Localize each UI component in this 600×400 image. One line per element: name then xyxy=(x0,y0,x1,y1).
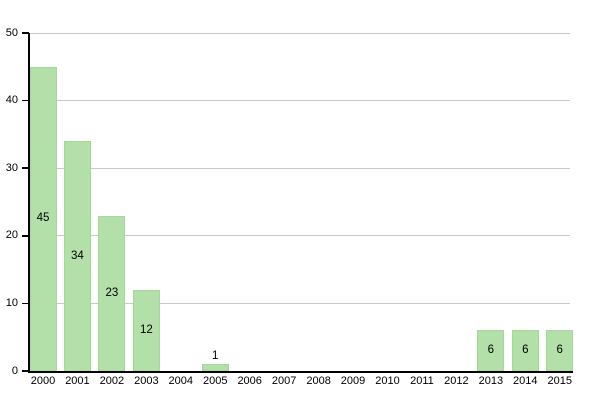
y-axis-label-40: 40 xyxy=(5,94,18,107)
bar-value-label-2001: 34 xyxy=(71,249,84,262)
bar-value-label-2002: 23 xyxy=(105,286,119,299)
gridline-y-50 xyxy=(28,32,570,34)
x-axis-label-2014: 2014 xyxy=(513,375,538,387)
x-axis-label-2005: 2005 xyxy=(203,375,228,387)
y-axis-label-50: 50 xyxy=(5,26,18,39)
bar-value-label-2003: 12 xyxy=(139,323,153,336)
x-axis-line xyxy=(27,370,573,373)
bar-value-label-2014: 6 xyxy=(522,344,529,357)
bar-2001 xyxy=(63,141,91,371)
x-axis-label-2011: 2011 xyxy=(410,375,434,387)
y-axis-tick-50 xyxy=(22,32,29,34)
bar-value-label-2000: 45 xyxy=(36,212,50,225)
x-axis-label-2006: 2006 xyxy=(237,375,262,387)
bar-2003 xyxy=(132,289,160,371)
gridline-y-20 xyxy=(28,235,570,237)
x-axis-label-2003: 2003 xyxy=(134,375,159,387)
y-axis-label-20: 20 xyxy=(5,229,18,242)
bar-2002 xyxy=(98,215,126,371)
y-axis-label-30: 30 xyxy=(5,161,18,174)
bar-value-label-2015: 6 xyxy=(556,344,563,357)
bar-2015 xyxy=(546,330,574,371)
y-axis-tick-30 xyxy=(22,167,29,169)
bar-2013 xyxy=(477,330,505,371)
bar-value-label-2013: 6 xyxy=(487,344,495,357)
x-axis-label-2000: 2000 xyxy=(30,375,56,387)
x-axis-label-2008: 2008 xyxy=(306,375,331,387)
x-axis-label-2015: 2015 xyxy=(547,375,572,387)
bar-2000 xyxy=(29,66,57,371)
y-axis-tick-10 xyxy=(22,302,29,305)
x-axis-label-2013: 2013 xyxy=(478,375,504,387)
gridline-y-10 xyxy=(28,302,570,304)
bar-2014 xyxy=(511,330,539,371)
x-axis-label-2009: 2009 xyxy=(340,375,366,387)
y-axis-label-0: 0 xyxy=(11,364,18,377)
bar-2005 xyxy=(201,364,229,371)
x-axis-label-2004: 2004 xyxy=(168,375,194,387)
y-axis-tick-40 xyxy=(22,99,29,102)
y-axis-tick-0 xyxy=(22,370,29,372)
gridline-y-40 xyxy=(28,100,570,102)
x-axis-label-2012: 2012 xyxy=(444,375,469,387)
x-axis-label-2001: 2001 xyxy=(65,375,90,387)
y-axis-label-10: 10 xyxy=(5,296,18,309)
x-axis-label-2002: 2002 xyxy=(99,375,125,387)
gridline-y-30 xyxy=(28,167,570,169)
x-axis-label-2007: 2007 xyxy=(271,375,297,387)
x-axis-label-2010: 2010 xyxy=(375,375,400,387)
bar-value-label-2005: 1 xyxy=(212,350,219,363)
y-axis-line xyxy=(27,33,30,372)
y-axis-tick-20 xyxy=(22,235,29,237)
